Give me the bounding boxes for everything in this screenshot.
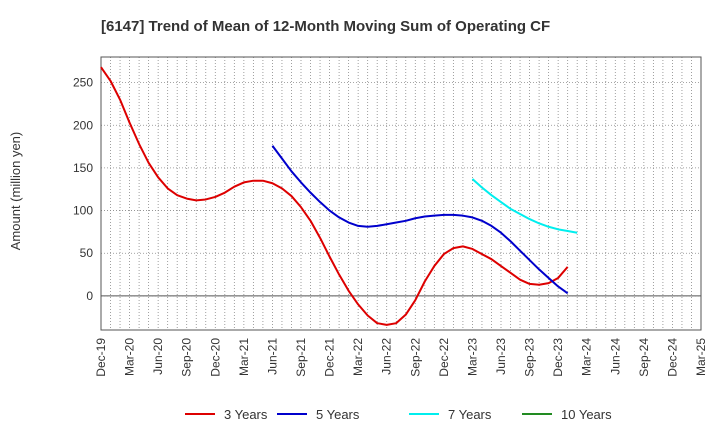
x-tick-label: Dec-22 [437, 338, 451, 377]
chart-title: [6147] Trend of Mean of 12-Month Moving … [101, 18, 550, 35]
legend: 3 Years 5 Years 7 Years 10 Years [185, 407, 612, 422]
x-tick-label: Jun-23 [494, 338, 508, 375]
legend-label: 7 Years [448, 407, 492, 422]
x-tick-label: Jun-24 [608, 338, 622, 375]
x-tick-label: Mar-24 [580, 338, 594, 376]
series-line-5-years [271, 145, 569, 295]
x-tick-label: Mar-23 [465, 338, 479, 376]
y-axis-ticks: 0 50 100 150 200 250 [73, 76, 93, 303]
legend-label: 10 Years [561, 407, 612, 422]
x-tick-label: Dec-19 [94, 338, 108, 377]
series-line-7-years [471, 178, 578, 234]
y-tick-label: 250 [73, 76, 93, 90]
plot-area [100, 56, 702, 331]
series-line-3-years [100, 66, 569, 326]
y-tick-label: 150 [73, 161, 93, 175]
x-tick-label: Jun-20 [151, 338, 165, 375]
x-tick-label: Mar-21 [237, 338, 251, 376]
x-tick-label: Sep-20 [180, 338, 194, 377]
y-tick-label: 0 [86, 289, 93, 303]
x-tick-label: Sep-23 [523, 338, 537, 377]
x-tick-label: Dec-23 [551, 338, 565, 377]
series-lines [100, 66, 578, 326]
x-tick-label: Dec-20 [208, 338, 222, 377]
x-tick-label: Dec-21 [323, 338, 337, 377]
y-tick-label: 200 [73, 118, 93, 132]
legend-label: 5 Years [316, 407, 360, 422]
y-axis-label: Amount (million yen) [8, 132, 23, 251]
x-tick-label: Sep-21 [294, 338, 308, 377]
x-tick-label: Mar-20 [123, 338, 137, 376]
x-tick-label: Dec-24 [665, 338, 679, 377]
x-tick-label: Mar-22 [351, 338, 365, 376]
x-tick-label: Sep-22 [408, 338, 422, 377]
y-tick-label: 100 [73, 204, 93, 218]
x-tick-label: Sep-24 [637, 338, 651, 377]
y-tick-label: 50 [80, 246, 94, 260]
x-axis-ticks: Dec-19 Mar-20 Jun-20 Sep-20 Dec-20 Mar-21 Jun-… [94, 338, 708, 377]
legend-label: 3 Years [224, 407, 268, 422]
x-tick-label: Jun-21 [265, 338, 279, 375]
x-tick-label: Jun-22 [380, 338, 394, 375]
x-tick-label: Mar-25 [694, 338, 708, 376]
grid-lines [100, 57, 702, 330]
